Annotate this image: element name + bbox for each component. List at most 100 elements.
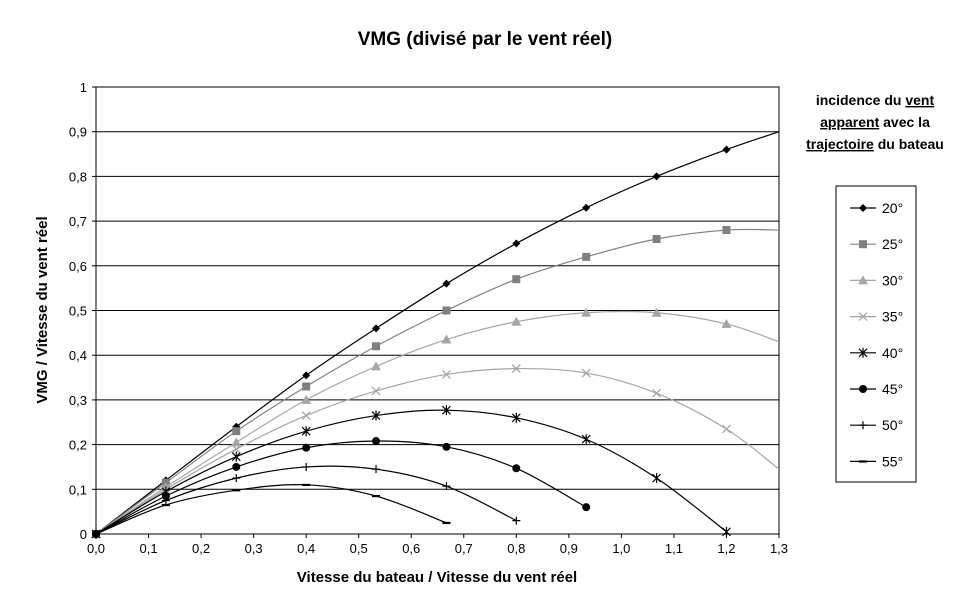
series-30-point bbox=[581, 307, 592, 317]
legend-marker bbox=[859, 385, 867, 393]
series-55-line bbox=[95, 484, 447, 535]
legend-label: 20° bbox=[882, 200, 903, 216]
y-tick-label: 0,5 bbox=[69, 304, 87, 319]
y-tick-label: 1 bbox=[80, 80, 87, 95]
x-tick-label: 1,1 bbox=[665, 541, 683, 556]
series-20-point bbox=[722, 145, 731, 154]
series-50-point bbox=[232, 474, 241, 483]
series-45-point bbox=[512, 464, 521, 473]
legend-title-line2-underlined: apparent bbox=[820, 114, 879, 130]
legend-title-line2-post: avec la bbox=[879, 114, 930, 130]
y-tick-label: 0,2 bbox=[69, 438, 87, 453]
series-35-point bbox=[511, 364, 521, 374]
series-55-point bbox=[372, 495, 381, 498]
chart-title: VMG (divisé par le vent réel) bbox=[358, 29, 612, 50]
legend-marker bbox=[858, 347, 868, 358]
x-tick-label: 0,4 bbox=[297, 541, 315, 556]
gridlines bbox=[96, 131, 779, 490]
legend-title-line-1: incidence du vent bbox=[816, 92, 935, 108]
series-55-point bbox=[302, 483, 311, 487]
x-tick-label: 0,3 bbox=[245, 541, 263, 556]
legend-marker bbox=[859, 204, 867, 212]
series-20 bbox=[92, 131, 780, 538]
x-tick-label: 0,0 bbox=[87, 541, 105, 556]
series-35-point bbox=[231, 444, 241, 454]
series-25-point bbox=[512, 275, 521, 284]
series-20-point bbox=[442, 279, 451, 288]
legend-title-line-3: trajectoire du bateau bbox=[806, 136, 944, 152]
series-30-point bbox=[371, 361, 382, 371]
series-55-point bbox=[442, 521, 451, 525]
legend-item-30: 30° bbox=[850, 272, 903, 288]
y-tick-label: 0 bbox=[80, 527, 87, 542]
x-tick-label: 0,5 bbox=[350, 541, 368, 556]
series-layer bbox=[91, 131, 780, 539]
series-30-point bbox=[441, 334, 452, 344]
series-50-point bbox=[512, 516, 521, 525]
legend-title-line-2: apparent avec la bbox=[820, 114, 930, 130]
series-35 bbox=[91, 364, 780, 539]
y-tick-label: 0,8 bbox=[69, 169, 87, 184]
series-45-point bbox=[582, 503, 591, 512]
series-40-line bbox=[95, 409, 727, 535]
legend-marker bbox=[859, 421, 867, 430]
legend-label: 45° bbox=[882, 381, 903, 397]
series-25-point bbox=[302, 382, 311, 391]
series-30-point bbox=[651, 307, 662, 317]
series-20-point bbox=[652, 172, 661, 181]
x-tick-label: 0,7 bbox=[455, 541, 473, 556]
legend-title-line3-underlined: trajectoire bbox=[806, 136, 874, 152]
legend-label: 35° bbox=[882, 309, 903, 325]
x-tick-label: 0,6 bbox=[402, 541, 420, 556]
series-30-point bbox=[721, 318, 732, 328]
series-40 bbox=[91, 405, 731, 539]
series-20-point bbox=[582, 203, 591, 212]
legend-label: 25° bbox=[882, 236, 903, 252]
series-20-point bbox=[372, 324, 381, 333]
series-55-point bbox=[161, 503, 170, 507]
x-tick-label: 0,1 bbox=[139, 541, 157, 556]
legend-label: 55° bbox=[882, 453, 903, 469]
series-35-line bbox=[95, 367, 780, 535]
y-axis-ticks: 0 0,1 0,2 0,3 0,4 0,5 0,6 0,7 0,8 0,9 1 bbox=[69, 80, 96, 542]
legend-item-50: 50° bbox=[850, 417, 903, 433]
series-50-point bbox=[442, 482, 451, 491]
series-30-point bbox=[231, 437, 242, 447]
series-30 bbox=[91, 307, 780, 538]
legend-item-20: 20° bbox=[850, 200, 903, 216]
legend-marker bbox=[858, 275, 868, 285]
series-25-point bbox=[442, 306, 451, 315]
legend: 20° 25° 30° 35° 40° 45° 50° 55° bbox=[850, 200, 903, 469]
x-axis-ticks: 0,0 0,1 0,2 0,3 0,4 0,5 0,6 0,7 0,8 0,9 1,0 1,1 1,2 1… bbox=[87, 534, 788, 556]
series-35-point bbox=[441, 369, 451, 379]
series-50-point bbox=[372, 465, 381, 474]
legend-label: 40° bbox=[882, 345, 903, 361]
series-30-point bbox=[511, 316, 522, 326]
series-35-point bbox=[581, 368, 591, 378]
y-tick-label: 0,4 bbox=[69, 348, 87, 363]
series-25-point bbox=[722, 226, 731, 235]
x-tick-label: 0,9 bbox=[560, 541, 578, 556]
legend-item-35: 35° bbox=[850, 309, 903, 325]
x-tick-label: 1,3 bbox=[770, 541, 788, 556]
legend-label: 50° bbox=[882, 417, 903, 433]
series-45-point bbox=[442, 442, 451, 451]
series-25-line bbox=[95, 228, 780, 535]
series-30-line bbox=[95, 310, 780, 535]
series-30-point bbox=[301, 394, 312, 404]
series-45-point bbox=[302, 443, 311, 452]
series-40-point bbox=[722, 526, 731, 537]
legend-marker bbox=[859, 240, 867, 249]
series-55-point bbox=[232, 489, 241, 492]
series-55-point bbox=[92, 533, 100, 536]
legend-title-line3-post: du bateau bbox=[874, 136, 944, 152]
series-25-point bbox=[652, 234, 661, 243]
series-45-line bbox=[95, 440, 587, 535]
series-40-point bbox=[652, 473, 662, 484]
series-25-point bbox=[232, 427, 241, 436]
legend-title-line1-pre: incidence du bbox=[816, 92, 905, 108]
series-25-point bbox=[582, 252, 591, 261]
series-35-point bbox=[371, 386, 381, 396]
y-tick-label: 0,6 bbox=[69, 259, 87, 274]
